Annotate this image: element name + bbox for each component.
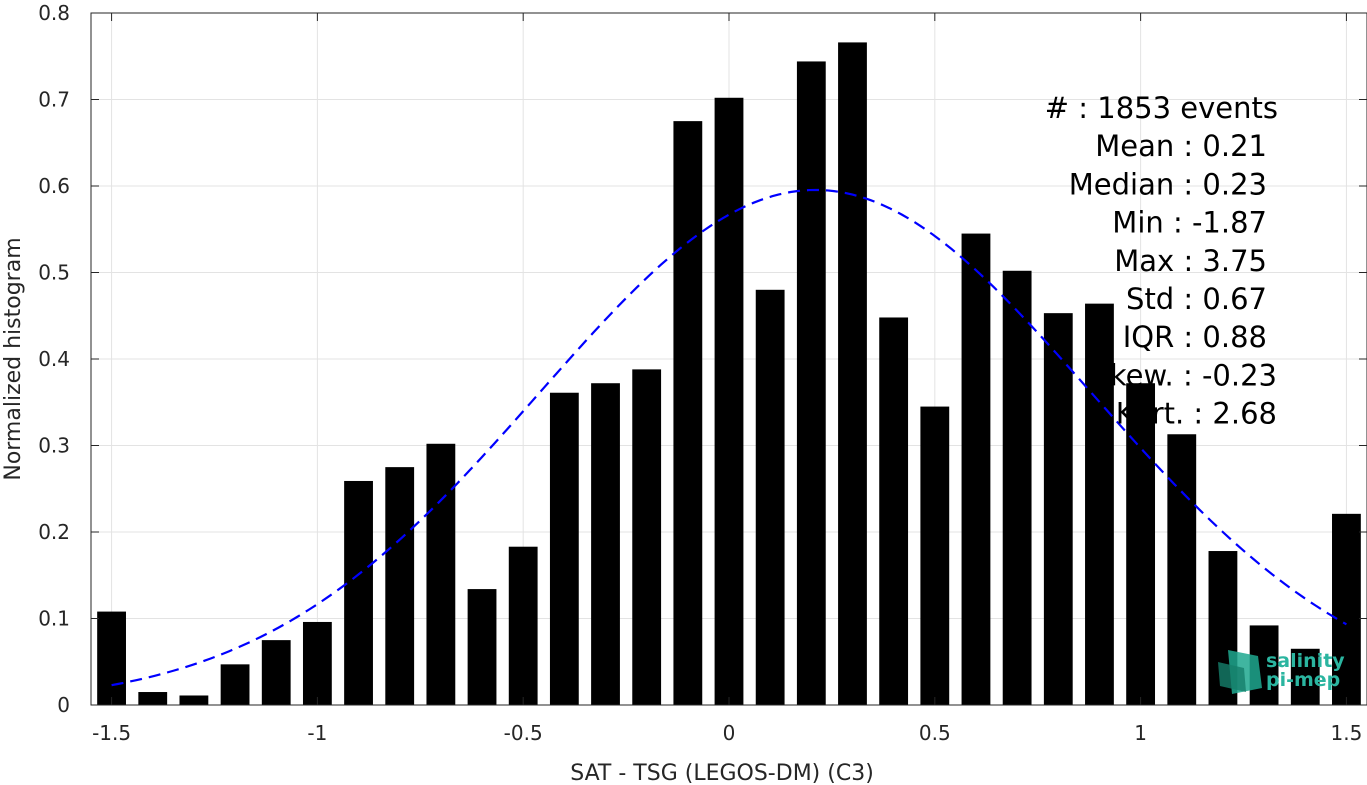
histogram-bar	[673, 121, 703, 705]
y-tick-label: 0.6	[38, 174, 70, 198]
statistics-box: # : 1853 events Mean : 0.21 Median : 0.2…	[1045, 91, 1278, 431]
y-axis-label: Normalized histogram	[1, 237, 26, 480]
histogram-bar	[1043, 313, 1073, 705]
histogram-bar	[879, 317, 909, 705]
x-axis-label: SAT - TSG (LEGOS-DM) (C3)	[570, 761, 874, 785]
y-tick-label: 0.2	[38, 520, 70, 544]
histogram-bar	[1167, 434, 1197, 705]
histogram-bar	[508, 546, 538, 705]
histogram-bar	[179, 695, 209, 705]
x-tick-label: -1	[307, 721, 327, 745]
y-tick-label: 0.8	[38, 1, 70, 25]
histogram-bar	[714, 97, 744, 705]
x-tick-label: -1.5	[92, 721, 131, 745]
histogram-bar	[796, 61, 826, 705]
y-axis-ticks: 0 0.1 0.2 0.3 0.4 0.5 0.6 0.7 0.8	[38, 1, 1367, 717]
histogram-bar	[467, 589, 497, 705]
histogram-bar	[344, 480, 373, 705]
histogram-bar	[1332, 513, 1361, 705]
histogram-bar	[920, 406, 950, 705]
y-tick-label: 0	[57, 693, 70, 717]
histogram-bar	[1126, 383, 1156, 705]
stat-iqr: IQR : 0.88	[1123, 320, 1267, 354]
x-axis-ticks: -1.5 -1 -0.5 0 0.5 1 1.5	[92, 13, 1362, 745]
histogram-bar	[838, 42, 867, 706]
logo-mark-shade-icon	[1218, 662, 1246, 692]
logo-text-pimep: pi-mep	[1266, 669, 1340, 691]
histogram-bar	[1290, 648, 1320, 705]
histogram-bars	[97, 42, 1361, 706]
stat-events: # : 1853 events	[1045, 91, 1278, 125]
x-tick-label: 1	[1134, 721, 1147, 745]
stat-min: Min : -1.87	[1112, 206, 1267, 240]
y-tick-label: 0.3	[38, 434, 70, 458]
histogram-bar	[261, 640, 291, 705]
histogram-bar	[591, 383, 620, 705]
y-tick-label: 0.4	[38, 347, 70, 371]
histogram-bar	[1002, 270, 1032, 705]
y-tick-label: 0.5	[38, 261, 70, 285]
histogram-bar	[385, 467, 415, 705]
stat-max: Max : 3.75	[1114, 244, 1267, 278]
logo-text-salinity: salinity	[1266, 650, 1345, 672]
x-tick-label: 1.5	[1331, 721, 1363, 745]
salinity-pi-mep-logo: salinity pi-mep	[1218, 650, 1345, 694]
histogram-bar	[426, 443, 456, 705]
histogram-bar	[1085, 303, 1114, 705]
x-tick-label: 0	[723, 721, 736, 745]
stat-mean: Mean : 0.21	[1095, 129, 1267, 163]
stat-kurt: Kurt. : 2.68	[1116, 397, 1277, 431]
y-tick-label: 0.7	[38, 88, 70, 112]
histogram-bar	[138, 692, 168, 705]
histogram-bar	[549, 392, 579, 705]
y-tick-label: 0.1	[38, 607, 70, 631]
histogram-bar	[632, 369, 662, 705]
histogram-bar	[220, 664, 250, 705]
stat-median: Median : 0.23	[1069, 167, 1267, 201]
x-tick-label: -0.5	[504, 721, 543, 745]
histogram-bar	[302, 621, 332, 705]
x-tick-label: 0.5	[919, 721, 951, 745]
stat-skew: Skew. : -0.23	[1091, 358, 1277, 392]
histogram-bar	[961, 233, 991, 705]
histogram-bar	[755, 289, 785, 705]
histogram-bar	[97, 611, 126, 705]
stat-std: Std : 0.67	[1126, 282, 1267, 316]
